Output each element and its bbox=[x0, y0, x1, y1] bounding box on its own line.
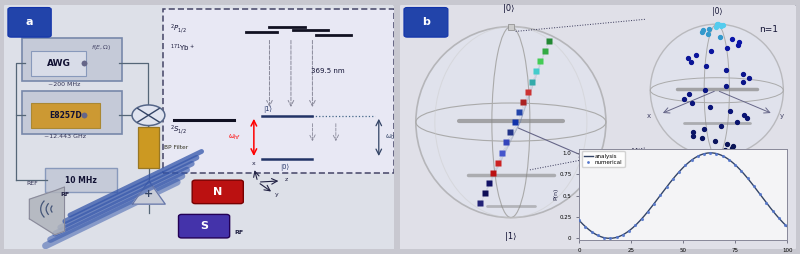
FancyBboxPatch shape bbox=[178, 214, 230, 238]
Text: RF: RF bbox=[234, 230, 243, 234]
FancyBboxPatch shape bbox=[31, 51, 86, 76]
FancyBboxPatch shape bbox=[163, 9, 394, 173]
FancyArrowPatch shape bbox=[60, 164, 192, 227]
FancyBboxPatch shape bbox=[22, 91, 122, 134]
FancyBboxPatch shape bbox=[2, 4, 395, 251]
Text: $f(E,\Omega)$: $f(E,\Omega)$ bbox=[91, 43, 112, 52]
Point bbox=[735, 169, 748, 173]
Text: $\omega_0$: $\omega_0$ bbox=[385, 133, 395, 142]
Text: |1⟩: |1⟩ bbox=[264, 106, 273, 114]
Point bbox=[573, 218, 586, 223]
Point bbox=[766, 209, 779, 213]
Text: S: S bbox=[200, 221, 208, 231]
Point bbox=[629, 223, 642, 227]
Point bbox=[660, 185, 673, 189]
Point bbox=[747, 184, 760, 188]
Point bbox=[642, 210, 654, 214]
Point bbox=[716, 154, 729, 158]
Point bbox=[691, 154, 704, 158]
Text: $^2S_{1/2}$: $^2S_{1/2}$ bbox=[170, 123, 187, 136]
Point bbox=[722, 158, 735, 162]
Text: x: x bbox=[630, 147, 637, 156]
Text: |0⟩: |0⟩ bbox=[281, 164, 290, 171]
FancyArrowPatch shape bbox=[55, 170, 187, 233]
Point bbox=[704, 151, 717, 155]
Point bbox=[773, 216, 786, 220]
Text: |1⟩: |1⟩ bbox=[712, 166, 722, 175]
Point bbox=[604, 236, 617, 240]
Point bbox=[760, 201, 773, 205]
FancyBboxPatch shape bbox=[404, 8, 448, 37]
Y-axis label: P(n): P(n) bbox=[553, 188, 558, 200]
Point bbox=[679, 163, 692, 167]
Point bbox=[666, 177, 679, 181]
FancyArrowPatch shape bbox=[50, 176, 182, 240]
Point bbox=[579, 225, 592, 229]
Text: $\omega_{hf}$: $\omega_{hf}$ bbox=[228, 133, 241, 142]
Point bbox=[635, 217, 648, 221]
Text: |0⟩: |0⟩ bbox=[503, 4, 514, 13]
Text: N: N bbox=[213, 187, 222, 197]
Ellipse shape bbox=[650, 24, 783, 156]
Text: n=1: n=1 bbox=[759, 25, 778, 34]
Circle shape bbox=[132, 105, 165, 125]
Text: ~12.443 GHz: ~12.443 GHz bbox=[43, 134, 86, 139]
Point bbox=[610, 235, 623, 239]
Point bbox=[754, 193, 766, 197]
Polygon shape bbox=[30, 187, 65, 235]
FancyArrowPatch shape bbox=[70, 151, 202, 215]
Point bbox=[685, 158, 698, 162]
Text: y: y bbox=[594, 159, 598, 168]
Point bbox=[598, 236, 610, 240]
Text: AWG: AWG bbox=[46, 59, 70, 68]
Point bbox=[654, 193, 666, 197]
FancyBboxPatch shape bbox=[398, 4, 797, 251]
Text: REF: REF bbox=[26, 181, 38, 186]
Point bbox=[673, 170, 686, 174]
Point bbox=[591, 233, 604, 237]
Point bbox=[586, 230, 598, 234]
Text: b: b bbox=[422, 18, 430, 27]
FancyArrowPatch shape bbox=[65, 157, 197, 221]
Point bbox=[617, 233, 630, 237]
Legend: analysis, numerical: analysis, numerical bbox=[582, 151, 625, 167]
Point bbox=[729, 163, 742, 167]
Polygon shape bbox=[133, 181, 166, 204]
Text: BP Filter: BP Filter bbox=[164, 145, 188, 150]
Point bbox=[698, 152, 710, 156]
Text: |1⟩: |1⟩ bbox=[505, 232, 517, 241]
Text: |0⟩: |0⟩ bbox=[711, 7, 722, 15]
FancyArrowPatch shape bbox=[46, 182, 177, 246]
FancyBboxPatch shape bbox=[45, 168, 118, 192]
FancyBboxPatch shape bbox=[138, 126, 159, 168]
FancyBboxPatch shape bbox=[31, 103, 100, 128]
Text: $^2P_{1/2}$: $^2P_{1/2}$ bbox=[170, 23, 186, 36]
Text: z: z bbox=[284, 177, 287, 182]
Point bbox=[778, 223, 791, 227]
Text: $^{171}$Yb$^+$: $^{171}$Yb$^+$ bbox=[170, 43, 195, 54]
Text: y: y bbox=[274, 192, 278, 197]
Text: 369.5 nm: 369.5 nm bbox=[311, 68, 345, 74]
Point bbox=[710, 152, 723, 156]
Text: +: + bbox=[144, 189, 154, 199]
Point bbox=[622, 229, 635, 233]
Text: x: x bbox=[252, 161, 256, 166]
FancyBboxPatch shape bbox=[8, 8, 51, 37]
Text: x: x bbox=[647, 113, 651, 119]
Text: ~200 MHz: ~200 MHz bbox=[48, 82, 81, 87]
FancyBboxPatch shape bbox=[22, 38, 122, 81]
Ellipse shape bbox=[416, 27, 606, 218]
FancyBboxPatch shape bbox=[192, 180, 243, 204]
Text: 10 MHz: 10 MHz bbox=[65, 176, 97, 185]
Text: RF: RF bbox=[61, 192, 70, 197]
Text: y: y bbox=[780, 113, 784, 119]
Text: a: a bbox=[26, 18, 33, 27]
Point bbox=[742, 176, 754, 180]
Text: E8257D: E8257D bbox=[49, 111, 82, 120]
Point bbox=[648, 202, 661, 206]
